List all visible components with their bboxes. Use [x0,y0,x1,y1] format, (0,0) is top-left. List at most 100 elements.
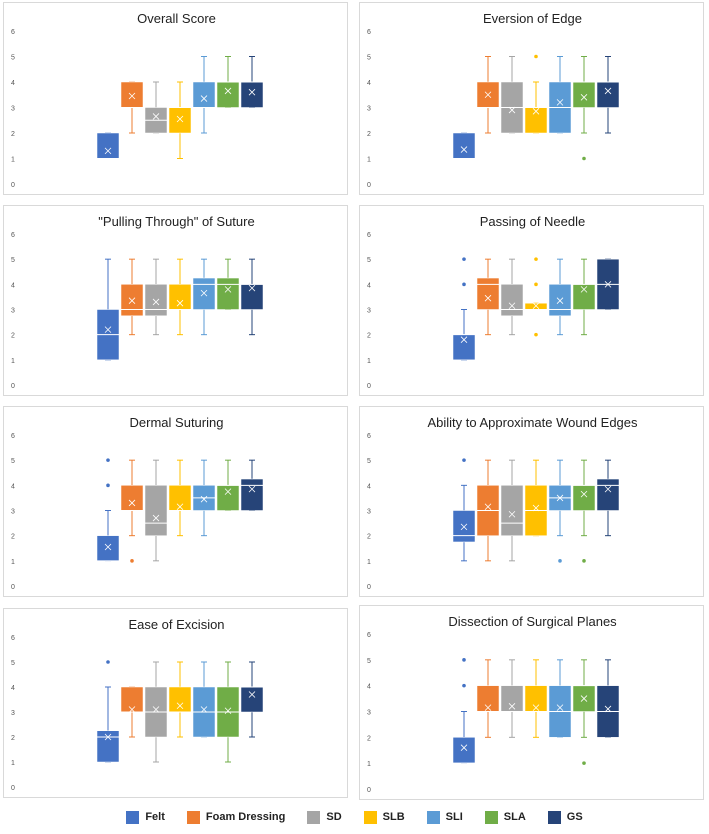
mean-marker [604,281,612,288]
box-iqr [240,686,264,713]
box-slb [524,459,548,537]
y-tick-label: 0 [367,787,371,794]
box-sli [548,459,572,563]
y-tick-label: 5 [367,257,371,264]
chart-title: Eversion of Edge [483,11,582,26]
mean-marker [604,485,612,493]
box-sli [548,56,572,134]
box-iqr [572,284,596,310]
outlier-point [582,156,586,161]
box-sla [572,258,596,336]
box-sli [548,659,572,738]
y-tick-label: 4 [11,483,15,490]
box-iqr [596,81,620,108]
mean-marker [532,704,540,711]
box-felt [96,132,120,159]
y-tick-label: 1 [11,358,15,365]
mean-marker [460,146,468,153]
mean-marker [508,106,516,114]
box-felt [452,658,476,764]
mean-marker [556,297,564,304]
box-felt [452,458,476,562]
y-tick-label: 3 [11,509,15,516]
box-iqr [168,284,192,310]
outlier-point [106,660,110,664]
box-gs [596,459,620,537]
mean-marker [104,147,112,155]
chart-panel-eversion-of-edge: Eversion of Edge 0 1 2 3 4 5 6 [359,2,704,195]
box-iqr [596,478,620,511]
y-tick-label: 0 [11,383,15,390]
box-iqr [452,737,476,764]
box-sla [572,659,596,765]
box-foam-dressing [476,659,500,738]
mean-marker [224,286,232,293]
outlier-point [558,559,562,563]
mean-marker [104,543,112,551]
box-iqr [144,284,168,317]
box-iqr [476,277,500,310]
mean-marker [508,302,516,310]
mean-marker [152,298,160,306]
mean-marker [128,92,136,100]
box-slb [168,459,192,537]
legend-label: SLI [445,811,463,823]
legend-item-slb: SLB [363,810,405,824]
y-tick-label: 4 [367,483,371,490]
legend-label: SLB [382,811,405,823]
mean-marker [532,302,540,310]
legend-item-felt: Felt [126,810,165,824]
chart-svg: "Pulling Through" of Suture 0 1 2 3 4 5 6 [11,214,264,390]
y-tick-label: 1 [367,358,371,365]
chart-panel-ease-of-excision: Ease of Excision 0 1 2 3 4 5 6 [3,608,348,798]
outlier-point [462,257,466,261]
mean-marker [248,691,256,698]
box-felt [96,458,120,562]
box-sd [500,659,524,738]
y-tick-label: 6 [367,232,371,239]
chart-panel-pulling-through-of-suture: "Pulling Through" of Suture 0 1 2 3 4 5 6 [3,205,348,396]
mean-marker [248,485,256,493]
y-tick-label: 5 [367,458,371,465]
outlier-point [534,332,538,337]
box-sd [144,258,168,336]
y-tick-label: 2 [367,534,371,541]
box-iqr [168,107,192,134]
mean-marker [484,704,492,711]
chart-title: Ease of Excision [128,617,224,632]
mean-marker [152,514,160,522]
box-slb [524,659,548,738]
y-tick-label: 0 [367,383,371,390]
chart-panel-dissection-of-surgical-planes: Dissection of Surgical Planes 0 1 2 3 4 5 6 [359,605,704,800]
box-slb [524,54,548,134]
outlier-point [106,483,110,488]
box-slb [168,661,192,738]
box-sli [192,459,216,537]
y-tick-label: 3 [367,509,371,516]
y-tick-label: 3 [367,106,371,113]
y-tick-label: 4 [11,282,15,289]
box-iqr [192,81,216,108]
box-sd [500,56,524,134]
outlier-point [106,458,110,462]
legend-label: GS [566,811,583,823]
chart-svg: Overall Score 0 1 2 3 4 5 6 [11,11,264,189]
y-tick-label: 3 [367,710,371,717]
mean-marker [556,704,564,711]
mean-marker [460,523,468,531]
mean-marker [484,91,492,99]
y-tick-label: 0 [11,182,15,189]
box-gs [596,56,620,134]
chart-svg: Dissection of Surgical Planes 0 1 2 3 4 5 6 [367,614,620,794]
y-tick-label: 0 [367,182,371,189]
mean-marker [460,744,468,751]
box-sla [216,258,240,310]
y-tick-label: 0 [11,584,15,591]
mean-marker [224,87,232,95]
mean-marker [532,504,540,512]
mean-marker [484,503,492,511]
y-tick-label: 4 [367,282,371,289]
box-foam-dressing [120,686,144,738]
mean-marker [128,499,136,507]
mean-marker [176,702,184,710]
